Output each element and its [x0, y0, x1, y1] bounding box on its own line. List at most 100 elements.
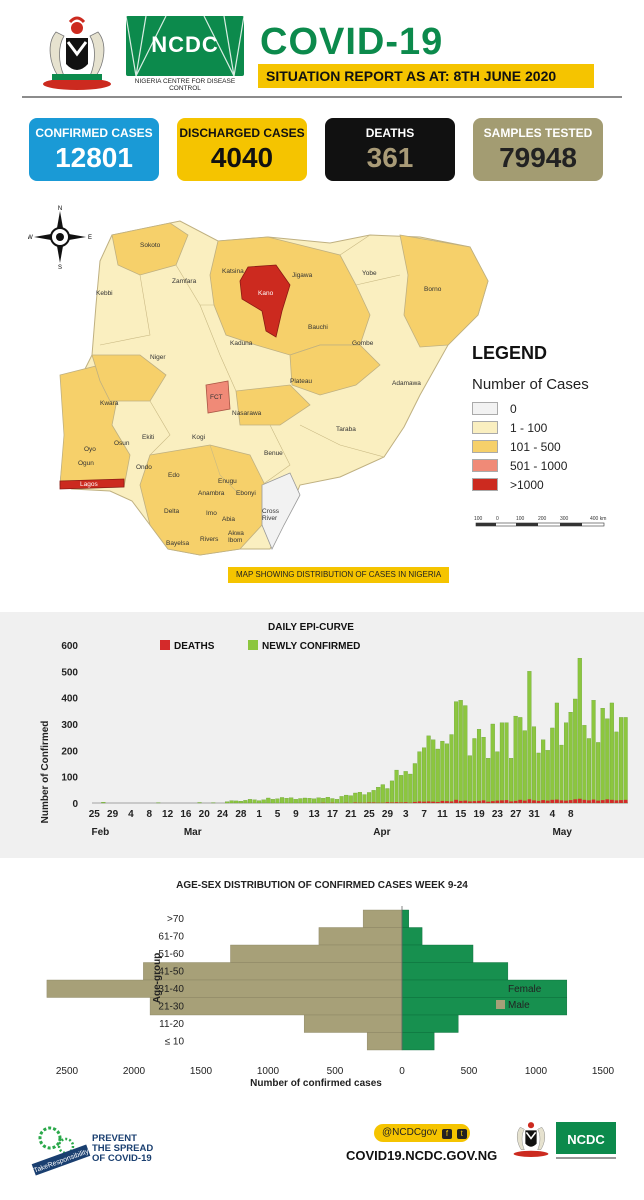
epi-bar-death: [367, 802, 371, 803]
epi-bar-death: [477, 800, 481, 803]
epi-y-tick: 500: [61, 667, 78, 678]
region-south: [139, 444, 271, 556]
social-handle-pill[interactable]: @NCDCgov f t: [374, 1124, 470, 1142]
epi-bar-death: [495, 800, 500, 803]
epi-y-tick: 400: [61, 694, 78, 705]
epi-bar-confirmed: [348, 795, 353, 804]
epi-bar-confirmed: [618, 717, 624, 804]
epi-bar-confirmed: [472, 738, 477, 804]
state-label-nasarawa: Nasarawa: [232, 410, 262, 417]
age-x-tick: 0: [399, 1066, 405, 1077]
nigeria-map-svg: Sokoto Kebbi Zamfara Katsina Kano Jigawa Yobe B…: [59, 220, 489, 556]
age-x-tick: 1500: [190, 1066, 213, 1077]
epi-bar-confirmed: [454, 701, 459, 804]
epi-bar-confirmed: [302, 797, 307, 804]
epi-bar-confirmed: [238, 801, 243, 804]
state-label-ondo: Ondo: [136, 464, 152, 471]
epi-bar-confirmed: [568, 712, 573, 804]
deaths-value: 361: [366, 142, 414, 173]
social-handle[interactable]: @NCDCgov: [382, 1127, 438, 1138]
epi-bar-confirmed: [417, 751, 422, 804]
epi-x-tick: 7: [421, 809, 427, 820]
state-label-borno: Borno: [424, 286, 442, 293]
epi-bar-confirmed: [394, 769, 399, 804]
epi-bar-confirmed: [431, 739, 436, 804]
prevent-spread-text: PREVENT THE SPREAD OF COVID-19: [92, 1133, 154, 1164]
epi-bar-death: [481, 800, 486, 803]
ncdc-logo-small: NCDC: [556, 1122, 616, 1159]
epi-bar-confirmed: [573, 698, 578, 804]
scale-label-3: 200: [538, 516, 547, 522]
epi-bar-confirmed: [513, 715, 518, 804]
age-category-label: 21-30: [158, 1002, 184, 1013]
legend-row-4: >1000: [472, 477, 632, 492]
epi-x-tick: 9: [293, 809, 299, 820]
epi-bar-confirmed: [412, 763, 417, 804]
epi-bar-confirmed: [234, 800, 239, 804]
confirmed-cases-card: CONFIRMED CASES 12801: [29, 118, 159, 181]
epi-bar-confirmed: [550, 727, 555, 804]
legend-title: LEGEND: [472, 343, 548, 363]
epi-bar-death: [564, 800, 568, 803]
epi-y-tick: 600: [61, 641, 78, 652]
age-bar-female: [401, 927, 423, 946]
report-title: COVID-19: [260, 21, 444, 63]
ncdc-logo-text: NCDC: [151, 32, 219, 57]
epi-month-may: May: [552, 827, 572, 838]
epi-bar-death: [422, 801, 426, 803]
epi-bar-death: [555, 799, 559, 803]
compass-west: W: [28, 235, 33, 241]
epi-x-tick: 17: [327, 809, 339, 820]
epi-bar-death: [536, 800, 541, 803]
deaths-card: DEATHS 361: [325, 118, 455, 181]
ncdc-full-name: NIGERIA CENTRE FOR DISEASE CONTROL: [134, 78, 236, 92]
epi-y-tick: 200: [61, 746, 78, 757]
epi-bar-confirmed: [312, 798, 317, 804]
website-link[interactable]: COVID19.NCDC.GOV.NG: [346, 1148, 498, 1163]
epi-bar-confirmed: [564, 722, 569, 804]
epi-bar-confirmed: [495, 751, 500, 804]
epi-bar-confirmed: [527, 671, 532, 804]
epi-bar-confirmed: [490, 723, 495, 804]
state-label-anambra: Anambra: [198, 490, 225, 497]
epi-bar-confirmed: [408, 773, 413, 804]
epi-bar-confirmed: [522, 730, 527, 804]
legend-female: Female: [508, 984, 542, 995]
epi-bar-confirmed: [367, 792, 372, 804]
epi-bar-death: [458, 800, 463, 803]
epi-bar-confirmed: [600, 708, 605, 804]
legend-swatch-4: [472, 478, 498, 491]
epi-curve-panel: DAILY EPI-CURVE DEATHS NEWLY CONFIRMED 0…: [0, 612, 644, 858]
epi-bar-death: [545, 800, 550, 803]
epi-bar-death: [614, 800, 619, 803]
epi-bar-confirmed: [353, 792, 358, 804]
epi-bar-confirmed: [545, 750, 550, 804]
epi-bar-death: [509, 801, 513, 803]
age-category-label: 31-40: [158, 984, 184, 995]
legend-female-swatch: [496, 984, 505, 993]
epi-bar-confirmed: [586, 738, 592, 804]
epi-bar-confirmed: [577, 658, 582, 804]
twitter-icon[interactable]: t: [456, 1129, 467, 1139]
epi-bar-death: [619, 800, 623, 803]
age-category-label: 61-70: [158, 932, 184, 943]
epi-bar-death: [577, 798, 582, 803]
epi-bar-confirmed: [339, 796, 344, 804]
state-label-yobe: Yobe: [362, 270, 377, 277]
state-label-jigawa: Jigawa: [292, 272, 313, 279]
epi-bar-confirmed: [101, 802, 106, 804]
age-bar-male: [318, 927, 403, 946]
legend-row-3: 501 - 1000: [472, 458, 632, 473]
ncdc-sunburst-icon: [126, 16, 244, 76]
facebook-icon[interactable]: f: [441, 1129, 452, 1139]
epi-x-tick: 31: [529, 809, 541, 820]
epi-x-tick: 29: [107, 809, 119, 820]
region-cross-river: [261, 472, 301, 550]
region-plateau-gombe: [289, 344, 381, 396]
epi-bar-death: [385, 802, 390, 803]
epi-month-feb: Feb: [92, 827, 110, 838]
epi-bar-confirmed: [605, 718, 610, 804]
scale-label-2: 100: [516, 516, 525, 522]
state-label-osun: Osun: [114, 440, 130, 447]
epi-bar-confirmed: [257, 800, 262, 804]
